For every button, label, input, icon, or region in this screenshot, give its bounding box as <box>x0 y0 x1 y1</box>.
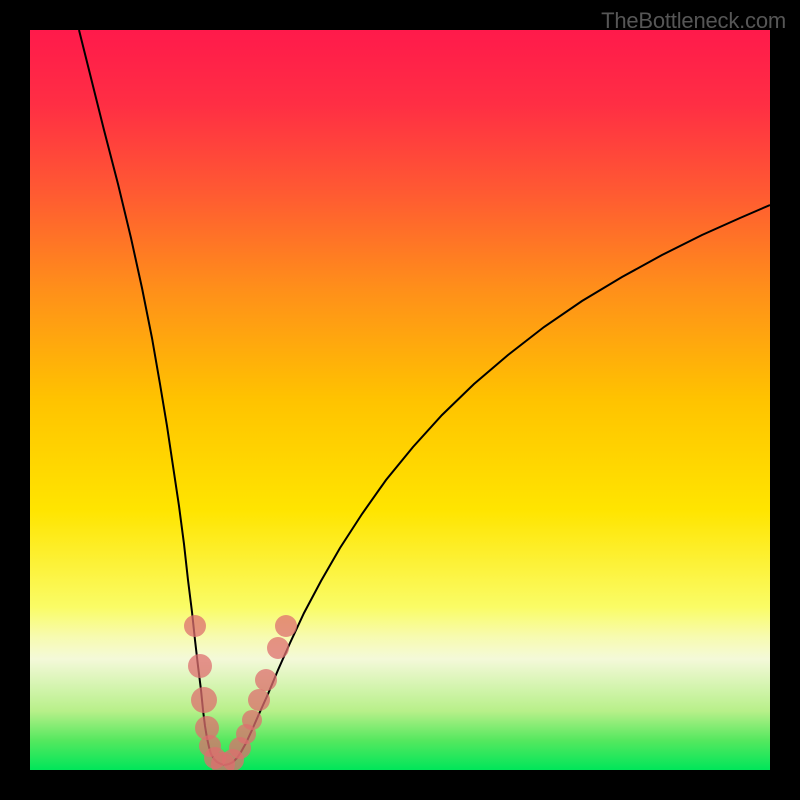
watermark-text: TheBottleneck.com <box>601 8 786 34</box>
data-marker <box>191 687 217 713</box>
chart-canvas: TheBottleneck.com <box>0 0 800 800</box>
data-marker <box>275 615 297 637</box>
data-marker <box>255 669 277 691</box>
data-marker <box>184 615 206 637</box>
curve-right-branch <box>225 205 770 765</box>
data-marker <box>267 637 289 659</box>
plot-area <box>30 30 770 770</box>
bottleneck-curve-svg <box>30 30 770 770</box>
data-marker <box>248 689 270 711</box>
data-marker <box>242 710 262 730</box>
data-marker <box>188 654 212 678</box>
